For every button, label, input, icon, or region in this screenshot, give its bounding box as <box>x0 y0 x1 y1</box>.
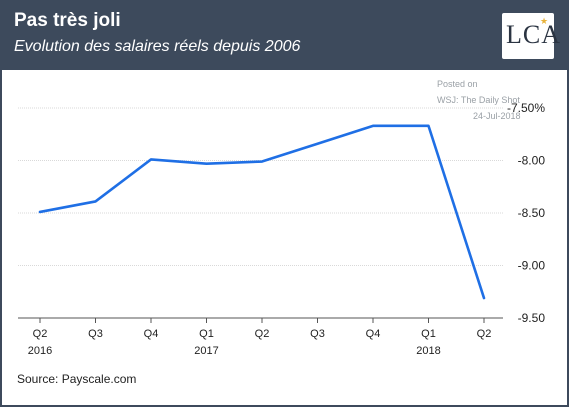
watermark-line1: Posted on <box>437 79 478 89</box>
x-tick-label: Q3 <box>310 328 325 340</box>
y-tick-label: -9.50 <box>518 311 546 325</box>
chart-title: Pas très joli <box>14 10 121 31</box>
year-label: 2017 <box>194 345 218 357</box>
watermark: Posted on WSJ: The Daily Shot 24-Jul-201… <box>437 78 521 121</box>
watermark-line2: WSJ: The Daily Shot <box>437 95 520 105</box>
watermark-line3: 24-Jul-2018 <box>473 111 521 121</box>
x-tick-label: Q4 <box>366 328 381 340</box>
x-tick-label: Q2 <box>33 328 48 340</box>
x-tick-label: Q4 <box>144 328 159 340</box>
logo-star-icon: ★ <box>540 16 549 26</box>
y-tick-label: -9.00 <box>518 259 546 273</box>
year-label: 2018 <box>416 345 440 357</box>
x-tick-label: Q2 <box>477 328 492 340</box>
lca-logo: LCA ★ <box>502 13 560 59</box>
year-label: 2016 <box>28 345 52 357</box>
y-tick-label: -8.50 <box>518 206 546 220</box>
source-note: Source: Payscale.com <box>17 372 137 386</box>
logo-text: LCA <box>506 20 561 49</box>
x-tick-label: Q3 <box>88 328 103 340</box>
header-banner: Pas très joli Evolution des salaires rée… <box>2 2 567 70</box>
x-tick-label: Q1 <box>199 328 214 340</box>
y-tick-label: -7.50% <box>507 101 545 115</box>
chart-subtitle: Evolution des salaires réels depuis 2006 <box>14 38 301 55</box>
x-tick-label: Q2 <box>255 328 270 340</box>
series-line <box>38 124 486 300</box>
x-tick-label: Q1 <box>421 328 436 340</box>
y-tick-label: -8.00 <box>518 154 546 168</box>
